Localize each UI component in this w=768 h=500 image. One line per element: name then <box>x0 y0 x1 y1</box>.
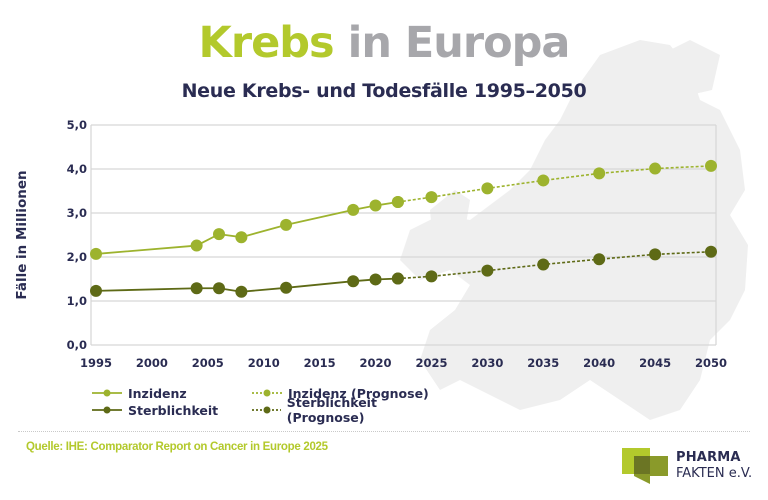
logo-line1: PHARMA <box>676 450 741 465</box>
logo-line2: FAKTEN e.V. <box>676 466 753 481</box>
x-tick-label: 2000 <box>136 356 168 370</box>
data-point <box>280 218 293 231</box>
data-point <box>705 245 717 258</box>
x-tick-label: 2040 <box>583 356 615 370</box>
data-point <box>369 273 382 286</box>
data-point <box>537 258 550 271</box>
data-point <box>425 191 438 204</box>
data-point <box>213 282 225 295</box>
data-point <box>347 203 360 216</box>
data-point <box>90 284 102 297</box>
speech-bubble-logo-icon <box>622 448 668 484</box>
data-point <box>425 270 438 283</box>
divider <box>18 431 750 432</box>
data-point <box>649 162 662 175</box>
legend-marker-icon <box>252 389 282 397</box>
chart-subtitle: Neue Krebs- und Todesfälle 1995–2050 <box>181 80 587 102</box>
data-point <box>537 174 550 187</box>
data-point <box>213 228 225 241</box>
x-tick-label: 2050 <box>695 356 727 370</box>
y-tick-label: 1,0 <box>67 294 87 308</box>
data-point <box>705 159 717 172</box>
data-point <box>481 264 494 277</box>
data-point <box>481 182 494 195</box>
legend-label: Sterblichkeit (Prognose) <box>286 395 377 425</box>
x-tick-label: 2020 <box>360 356 392 370</box>
data-point <box>593 253 606 266</box>
title-rest: in Europa <box>333 18 571 68</box>
data-point <box>649 248 662 261</box>
legend-label: Sterblichkeit <box>128 402 219 418</box>
data-point <box>593 167 606 180</box>
y-tick-label: 4,0 <box>67 162 87 176</box>
data-point <box>235 231 248 244</box>
series-line <box>397 165 712 203</box>
chart-title: Krebs in Europa <box>0 18 768 68</box>
legend-item: Inzidenz <box>92 385 252 401</box>
data-point <box>347 275 360 288</box>
data-point <box>391 272 404 285</box>
data-point <box>190 239 203 252</box>
legend-marker-icon <box>92 406 122 414</box>
data-point <box>280 281 293 294</box>
x-tick-label: 2030 <box>471 356 503 370</box>
legend-item: Inzidenz (Prognose) <box>252 385 452 401</box>
series-line <box>397 250 712 280</box>
data-point <box>190 282 203 295</box>
legend-label: Inzidenz (Prognose) <box>288 385 429 401</box>
x-tick-label: 1995 <box>80 356 112 370</box>
title-accent: Krebs <box>198 18 335 68</box>
x-tick-label: 2035 <box>527 356 559 370</box>
x-tick-label: 2015 <box>304 356 336 370</box>
y-tick-label: 2,0 <box>67 250 87 264</box>
legend-item: Sterblichkeit (Prognose) <box>252 395 452 425</box>
legend-label: Inzidenz <box>128 385 187 401</box>
data-point <box>235 285 248 298</box>
legend: Inzidenz Inzidenz (Prognose) Sterblichkeit… <box>92 385 452 425</box>
legend-item: Sterblichkeit <box>92 402 252 418</box>
data-point <box>90 247 102 260</box>
x-tick-label: 2005 <box>192 356 224 370</box>
data-point <box>369 199 382 212</box>
y-tick-label: 3,0 <box>67 206 87 220</box>
x-tick-label: 2025 <box>415 356 447 370</box>
legend-marker-icon <box>92 389 122 397</box>
x-tick-label: 2045 <box>639 356 671 370</box>
y-tick-label: 0,0 <box>67 338 87 352</box>
x-tick-label: 2010 <box>248 356 280 370</box>
pharma-fakten-logo: PHARMA FAKTEN e.V. <box>620 446 760 486</box>
legend-marker-icon <box>252 406 281 414</box>
y-tick-label: 5,0 <box>67 118 87 132</box>
source-note: Quelle: IHE: Comparator Report on Cancer… <box>26 441 328 453</box>
y-axis-label: Fälle in Millionen <box>14 170 30 300</box>
data-point <box>391 196 404 208</box>
